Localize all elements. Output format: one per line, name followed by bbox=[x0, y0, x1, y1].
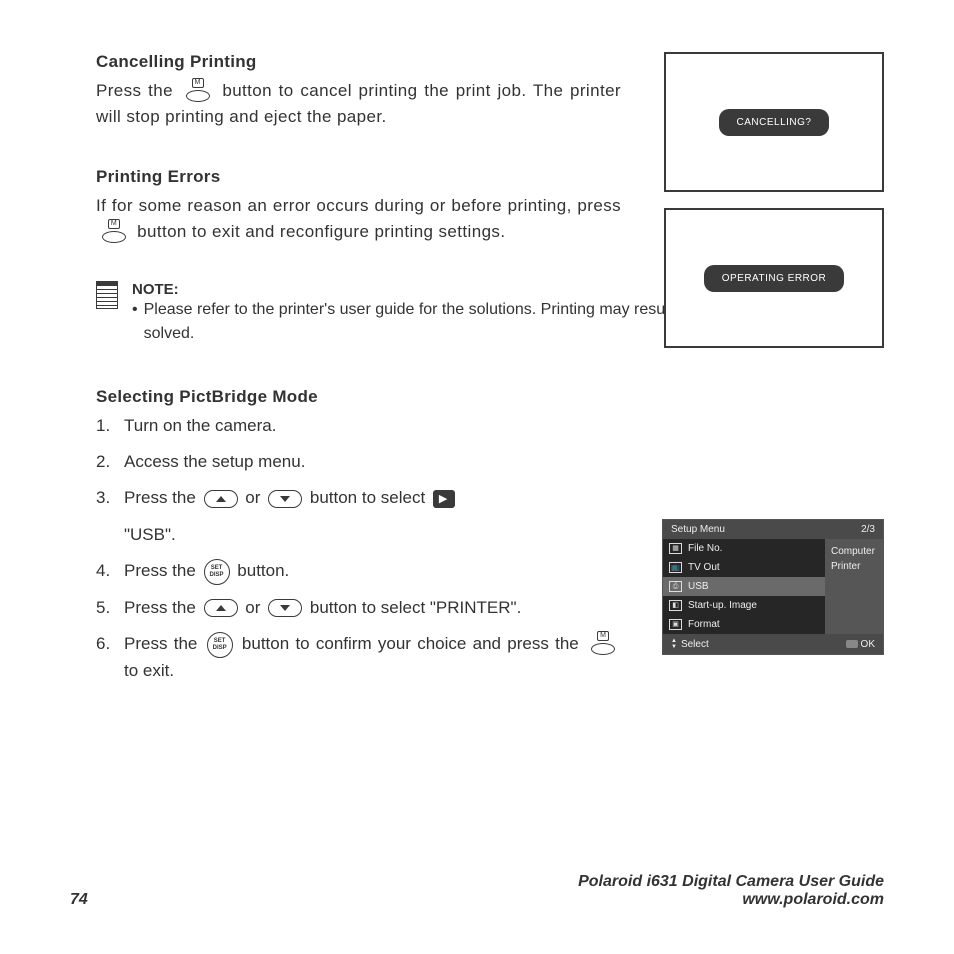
image-icon: ◧ bbox=[669, 600, 682, 611]
step-number: 2. bbox=[96, 449, 124, 475]
menu-option: Computer bbox=[831, 544, 877, 559]
step-text: Access the setup menu. bbox=[124, 449, 621, 475]
menu-button-icon: M bbox=[588, 635, 618, 655]
menu-button-icon: M bbox=[183, 82, 213, 102]
menu-select-label: Select bbox=[681, 639, 709, 650]
menu-item-label: Start-up. Image bbox=[688, 600, 757, 611]
page-footer: 74 Polaroid i631 Digital Camera User Gui… bbox=[70, 873, 884, 909]
up-arrow-icon bbox=[204, 490, 238, 508]
screen-operating-error: OPERATING ERROR bbox=[664, 208, 884, 348]
step-text: Press the SETDISP button. bbox=[124, 558, 621, 585]
text-fragment: button. bbox=[237, 561, 289, 580]
text-fragment: or bbox=[245, 488, 260, 507]
up-arrow-icon bbox=[204, 599, 238, 617]
text-fragment: button to cancel printing the print job.… bbox=[96, 81, 621, 126]
text-fragment: Press the bbox=[96, 81, 173, 100]
usb-icon: ⎙ bbox=[669, 581, 682, 592]
step-text: Turn on the camera. bbox=[124, 413, 621, 439]
menu-ok-label: OK bbox=[861, 639, 875, 650]
heading-cancelling: Cancelling Printing bbox=[96, 52, 621, 72]
screen-label: OPERATING ERROR bbox=[704, 265, 845, 292]
set-disp-button-icon: SETDISP bbox=[204, 559, 230, 585]
bullet-icon: • bbox=[132, 298, 138, 344]
format-icon: ▣ bbox=[669, 619, 682, 630]
step-number: 1. bbox=[96, 413, 124, 439]
text-fragment: button to exit and reconfigure printing … bbox=[137, 222, 505, 241]
set-disp-button-icon: SETDISP bbox=[207, 632, 233, 658]
footer-title: Polaroid i631 Digital Camera User Guide bbox=[578, 873, 884, 891]
menu-title: Setup Menu bbox=[671, 524, 725, 535]
menu-left-column: ▦File No. 📺TV Out ⎙USB ◧Start-up. Image … bbox=[663, 539, 825, 634]
usb-select-icon bbox=[433, 490, 455, 508]
text-fragment: If for some reason an error occurs durin… bbox=[96, 196, 621, 215]
text-fragment: Press the bbox=[124, 561, 196, 580]
tv-icon: 📺 bbox=[669, 562, 682, 573]
text-fragment: button to confirm your choice and press … bbox=[242, 634, 579, 653]
down-arrow-icon bbox=[268, 599, 302, 617]
menu-item: ◧ Start-up. Image bbox=[663, 596, 825, 615]
notepad-icon bbox=[96, 281, 118, 309]
footer-url: www.polaroid.com bbox=[578, 891, 884, 909]
text-fragment: Press the bbox=[124, 634, 197, 653]
step-text: Press the or button to select "PRINTER". bbox=[124, 595, 621, 621]
text-cancelling: Press the M button to cancel printing th… bbox=[96, 78, 621, 131]
ok-button-icon bbox=[846, 640, 858, 648]
heading-errors: Printing Errors bbox=[96, 167, 621, 187]
menu-header: Setup Menu 2/3 bbox=[663, 520, 883, 539]
text-fragment: Press the bbox=[124, 598, 196, 617]
text-fragment: button to select bbox=[310, 488, 425, 507]
step-text: Press the or button to select "USB". bbox=[124, 485, 621, 548]
menu-right-column: Computer Printer bbox=[825, 539, 883, 634]
step-number: 5. bbox=[96, 595, 124, 621]
text-fragment: to exit. bbox=[124, 661, 174, 680]
menu-item-selected: ⎙ USB bbox=[663, 577, 825, 596]
menu-item-label: TV Out bbox=[688, 562, 720, 573]
step-number: 6. bbox=[96, 631, 124, 684]
menu-button-icon: M bbox=[99, 223, 129, 243]
menu-item-label: Format bbox=[688, 619, 720, 630]
setup-menu-screenshot: Setup Menu 2/3 ▦ File No. 📺 TV Out ⎙ USB ◧ S… bbox=[662, 519, 884, 655]
heading-pictbridge: Selecting PictBridge Mode bbox=[96, 387, 621, 407]
text-fragment: Press the bbox=[124, 488, 196, 507]
menu-page: 2/3 bbox=[861, 524, 875, 535]
menu-item: ▣ Format bbox=[663, 615, 825, 634]
step-number: 4. bbox=[96, 558, 124, 585]
menu-item-label: File No. bbox=[688, 543, 722, 554]
menu-option: Printer bbox=[831, 559, 877, 574]
menu-item-label: USB bbox=[688, 581, 709, 592]
text-fragment: "USB". bbox=[124, 522, 176, 548]
text-fragment: button to select "PRINTER". bbox=[310, 598, 521, 617]
updown-arrows-icon: ▲▼ bbox=[671, 638, 677, 650]
screen-label: CANCELLING? bbox=[719, 109, 830, 136]
file-icon: ▦ bbox=[669, 543, 682, 554]
screen-cancelling: CANCELLING? bbox=[664, 52, 884, 192]
step-number: 3. bbox=[96, 485, 124, 548]
down-arrow-icon bbox=[268, 490, 302, 508]
step-text: Press the SETDISP button to confirm your… bbox=[124, 631, 621, 684]
text-errors: If for some reason an error occurs durin… bbox=[96, 193, 621, 246]
section-pictbridge: Selecting PictBridge Mode 1.Turn on the … bbox=[96, 387, 621, 684]
menu-item: 📺 TV Out bbox=[663, 558, 825, 577]
page-number: 74 bbox=[70, 891, 88, 909]
text-fragment: or bbox=[245, 598, 260, 617]
menu-item: ▦ File No. bbox=[663, 539, 825, 558]
menu-footer: ▲▼ Select OK bbox=[663, 634, 883, 654]
